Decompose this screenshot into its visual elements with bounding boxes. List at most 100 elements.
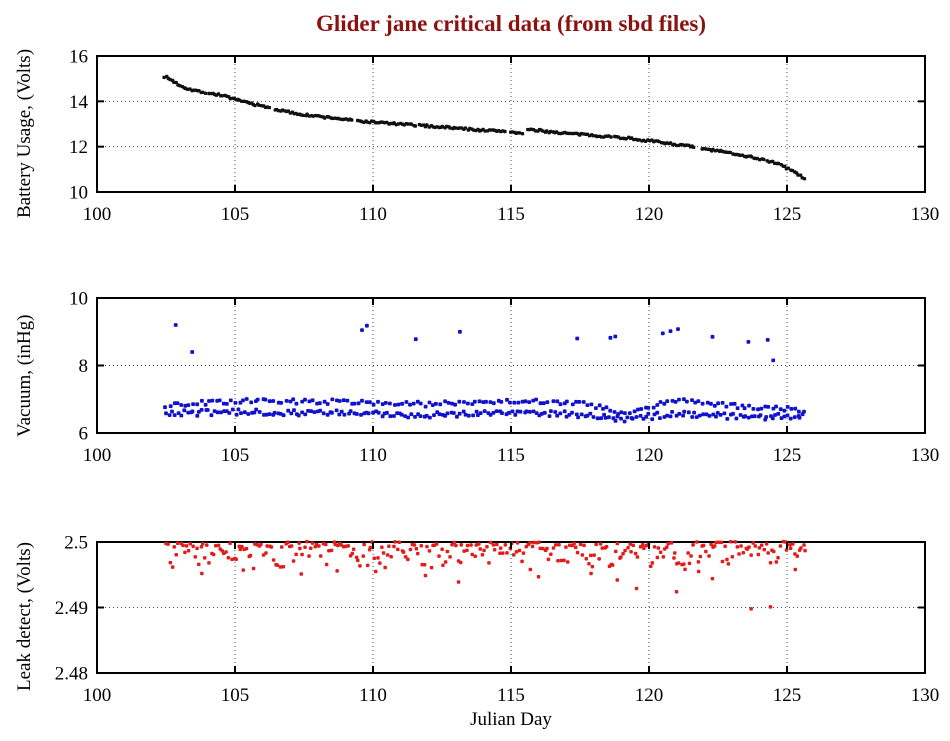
data-point: [651, 405, 656, 410]
data-point: [477, 399, 482, 404]
data-point: [269, 545, 274, 549]
data-point: [459, 543, 463, 547]
data-point: [516, 400, 521, 405]
data-point: [631, 543, 635, 548]
y-tick-label: 10: [69, 289, 88, 310]
data-point: [673, 551, 677, 555]
data-point: [408, 402, 412, 407]
data-point: [264, 412, 269, 417]
data-point: [385, 410, 389, 415]
data-point: [788, 416, 793, 421]
data-point: [309, 409, 313, 413]
data-point: [512, 553, 516, 557]
data-point: [201, 90, 205, 94]
data-point: [371, 410, 375, 415]
data-point: [666, 542, 670, 546]
data-point: [505, 397, 509, 402]
data-point: [710, 334, 715, 339]
data-point: [289, 544, 294, 548]
data-point: [179, 413, 184, 418]
data-point: [418, 401, 423, 406]
data-point: [324, 542, 328, 547]
data-point: [704, 412, 709, 417]
data-point: [388, 401, 392, 406]
data-point: [488, 540, 493, 545]
leak-points: [164, 539, 807, 611]
data-point: [193, 555, 197, 559]
data-point: [517, 548, 522, 553]
data-point: [469, 543, 473, 547]
data-point: [776, 556, 780, 560]
data-point: [549, 129, 553, 134]
data-point: [292, 408, 296, 413]
data-point: [641, 543, 645, 547]
vacuum-points: [163, 323, 806, 424]
data-point: [461, 409, 466, 414]
data-point: [228, 398, 233, 403]
data-point: [766, 551, 770, 555]
data-point: [423, 573, 428, 578]
data-point: [445, 411, 450, 416]
data-point: [471, 413, 475, 418]
data-point: [633, 551, 638, 556]
data-point: [665, 545, 669, 549]
x-tick-label: 115: [497, 204, 525, 225]
data-point: [587, 562, 591, 566]
data-point: [406, 122, 410, 126]
data-point: [413, 124, 417, 128]
data-point: [683, 567, 687, 572]
x-tick-label: 110: [359, 685, 387, 706]
data-point: [465, 543, 470, 548]
data-point: [482, 548, 486, 553]
data-point: [376, 556, 380, 560]
data-point: [658, 400, 663, 404]
data-point: [636, 407, 640, 412]
data-point: [170, 565, 175, 569]
data-point: [623, 411, 627, 415]
data-point: [732, 401, 737, 406]
data-point: [655, 403, 660, 407]
data-point: [604, 405, 609, 410]
x-tick-label: 120: [635, 445, 664, 466]
data-point: [545, 400, 550, 404]
data-point: [730, 555, 735, 559]
data-point: [448, 555, 452, 559]
data-point: [800, 412, 805, 417]
data-point: [793, 406, 798, 411]
data-point: [555, 399, 560, 404]
data-point: [599, 416, 603, 421]
data-point: [280, 545, 284, 549]
data-point: [776, 161, 781, 166]
data-point: [263, 397, 268, 402]
data-point: [632, 409, 637, 414]
vacuum-subplot: 100 105 110 115 120 125 130 6 8 10: [69, 289, 939, 467]
data-point: [757, 546, 762, 550]
data-point: [224, 402, 229, 406]
data-point: [286, 540, 290, 544]
data-point: [712, 544, 717, 548]
data-point: [517, 131, 522, 135]
data-point: [190, 350, 195, 354]
data-point: [580, 553, 585, 557]
data-point: [470, 552, 474, 557]
data-point: [495, 542, 499, 547]
data-point: [782, 414, 787, 419]
data-point: [538, 546, 542, 551]
data-point: [401, 550, 406, 554]
data-point: [782, 408, 787, 413]
data-point: [603, 416, 608, 420]
data-point: [728, 150, 732, 155]
data-point: [546, 557, 551, 562]
data-point: [350, 118, 354, 122]
data-point: [403, 555, 408, 559]
data-point: [462, 400, 466, 404]
data-point: [272, 410, 277, 415]
data-point: [327, 549, 331, 553]
data-point: [279, 401, 283, 405]
data-point: [296, 413, 301, 418]
data-point: [765, 338, 770, 342]
data-point: [542, 410, 547, 415]
data-point: [309, 546, 313, 550]
data-point: [200, 571, 204, 576]
data-point: [514, 550, 519, 554]
